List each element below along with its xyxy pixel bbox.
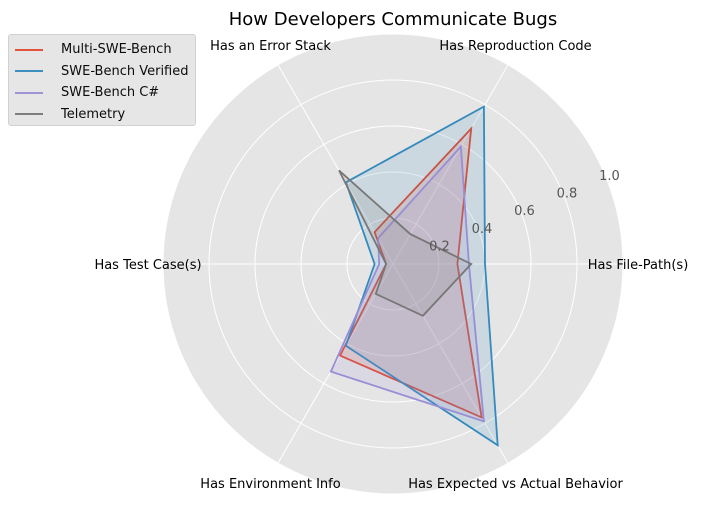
- radar-labels: 0.2 0.4 0.6 0.8 1.0 Has File-Path(s) Has Repro…: [94, 39, 688, 492]
- radar-series: [329, 105, 499, 448]
- axis-label: Has Test Case(s): [94, 258, 201, 273]
- series-area: [345, 106, 498, 446]
- series-line: [338, 169, 473, 317]
- axis-label: Has File-Path(s): [588, 258, 689, 273]
- radial-tick-label: 0.6: [514, 204, 535, 219]
- legend-swatch: [15, 70, 43, 73]
- radial-tick-label: 0.8: [557, 187, 578, 202]
- spoke-gridline: [277, 64, 394, 265]
- series-line: [344, 105, 499, 448]
- radial-tick-label: 0.4: [472, 222, 493, 237]
- series-area: [339, 170, 472, 316]
- legend-label: Multi-SWE-Bench: [61, 42, 172, 58]
- radial-tick-label: 0.2: [429, 239, 450, 254]
- legend-item: Multi-SWE-Bench: [15, 39, 195, 61]
- legend-swatch: [15, 113, 43, 116]
- chart-title: How Developers Communicate Bugs: [229, 9, 557, 30]
- legend: Multi-SWE-Bench SWE-Bench Verified SWE-Ben…: [8, 34, 196, 126]
- legend-item: SWE-Bench Verified: [15, 61, 195, 83]
- axis-label: Has Environment Info: [200, 477, 340, 492]
- legend-label: SWE-Bench C#: [61, 85, 160, 101]
- legend-swatch: [15, 48, 43, 51]
- spoke-gridline: [277, 263, 394, 464]
- axis-label: Has Expected vs Actual Behavior: [408, 477, 623, 492]
- legend-swatch: [15, 91, 43, 94]
- axis-label: Has an Error Stack: [210, 39, 331, 54]
- legend-label: SWE-Bench Verified: [61, 63, 189, 79]
- series-area: [340, 128, 482, 418]
- spoke-gridline: [392, 263, 509, 464]
- series-line: [329, 144, 485, 423]
- radial-tick-label: 1.0: [599, 169, 620, 184]
- series-area: [330, 146, 484, 422]
- spoke-gridline: [392, 64, 509, 265]
- legend-label: Telemetry: [61, 106, 126, 122]
- legend-item: SWE-Bench C#: [15, 82, 195, 104]
- axis-label: Has Reproduction Code: [439, 39, 591, 54]
- legend-item: Telemetry: [15, 104, 195, 126]
